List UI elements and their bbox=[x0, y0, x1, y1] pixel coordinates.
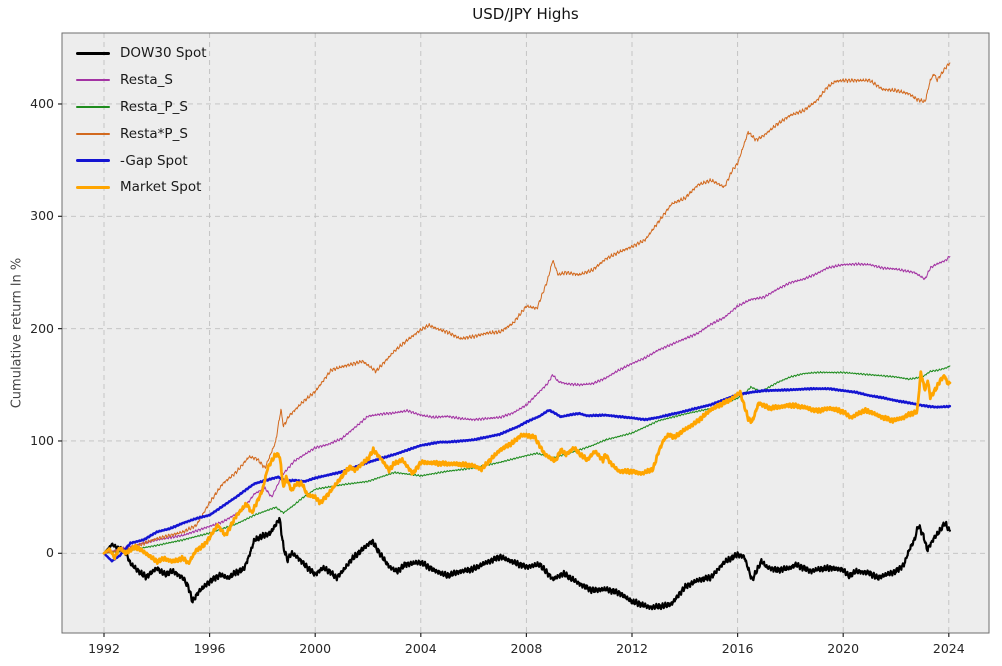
series-line-resta-p-s bbox=[103, 365, 951, 554]
chart-title: USD/JPY Highs bbox=[472, 5, 579, 23]
x-tick-label: 1992 bbox=[88, 641, 120, 656]
legend-item-label: Resta_S bbox=[120, 72, 173, 89]
legend-item-label: Resta_P_S bbox=[120, 98, 188, 115]
legend: DOW30 Spot Resta_S Resta_P_S Resta*P_S -… bbox=[76, 40, 207, 201]
legend-line-swatch bbox=[76, 132, 110, 135]
legend-line-swatch bbox=[76, 106, 110, 108]
series-line-dow30-spot bbox=[102, 516, 951, 611]
legend-line-swatch bbox=[76, 185, 110, 189]
x-tick-label: 2012 bbox=[616, 641, 648, 656]
legend-line-swatch bbox=[76, 51, 110, 55]
legend-item-label: DOW30 Spot bbox=[120, 45, 207, 62]
x-tick-label: 2024 bbox=[932, 641, 965, 656]
legend-item-gap-spot: -Gap Spot bbox=[76, 147, 207, 174]
series-line-market-spot bbox=[102, 370, 952, 565]
y-tick-label: 400 bbox=[30, 95, 54, 111]
y-tick-label: 200 bbox=[30, 320, 54, 336]
series-line-resta-p-s bbox=[103, 62, 951, 554]
legend-item-resta-star-p-s: Resta*P_S bbox=[76, 120, 207, 147]
x-tick-label: 2008 bbox=[510, 641, 543, 656]
y-tick-label: 0 bbox=[46, 545, 54, 561]
x-tick-label: 1996 bbox=[193, 641, 226, 656]
y-tick-label: 300 bbox=[30, 208, 54, 224]
series-line--gap-spot bbox=[102, 386, 952, 563]
legend-item-label: Market Spot bbox=[120, 179, 202, 196]
x-tick-label: 2004 bbox=[404, 641, 437, 656]
legend-item-label: -Gap Spot bbox=[120, 152, 188, 169]
legend-item-label: Resta*P_S bbox=[120, 125, 188, 142]
x-tick-label: 2016 bbox=[721, 641, 754, 656]
x-tick-label: 2000 bbox=[299, 641, 332, 656]
y-tick-label: 100 bbox=[30, 432, 54, 448]
legend-line-swatch bbox=[76, 79, 110, 81]
legend-line-swatch bbox=[76, 159, 110, 163]
legend-item-resta-p-s: Resta_P_S bbox=[76, 94, 207, 121]
legend-item-resta-s: Resta_S bbox=[76, 67, 207, 94]
legend-item-market-spot: Market Spot bbox=[76, 174, 207, 201]
legend-item-dow30-spot: DOW30 Spot bbox=[76, 40, 207, 67]
x-tick-label: 2020 bbox=[827, 641, 860, 656]
